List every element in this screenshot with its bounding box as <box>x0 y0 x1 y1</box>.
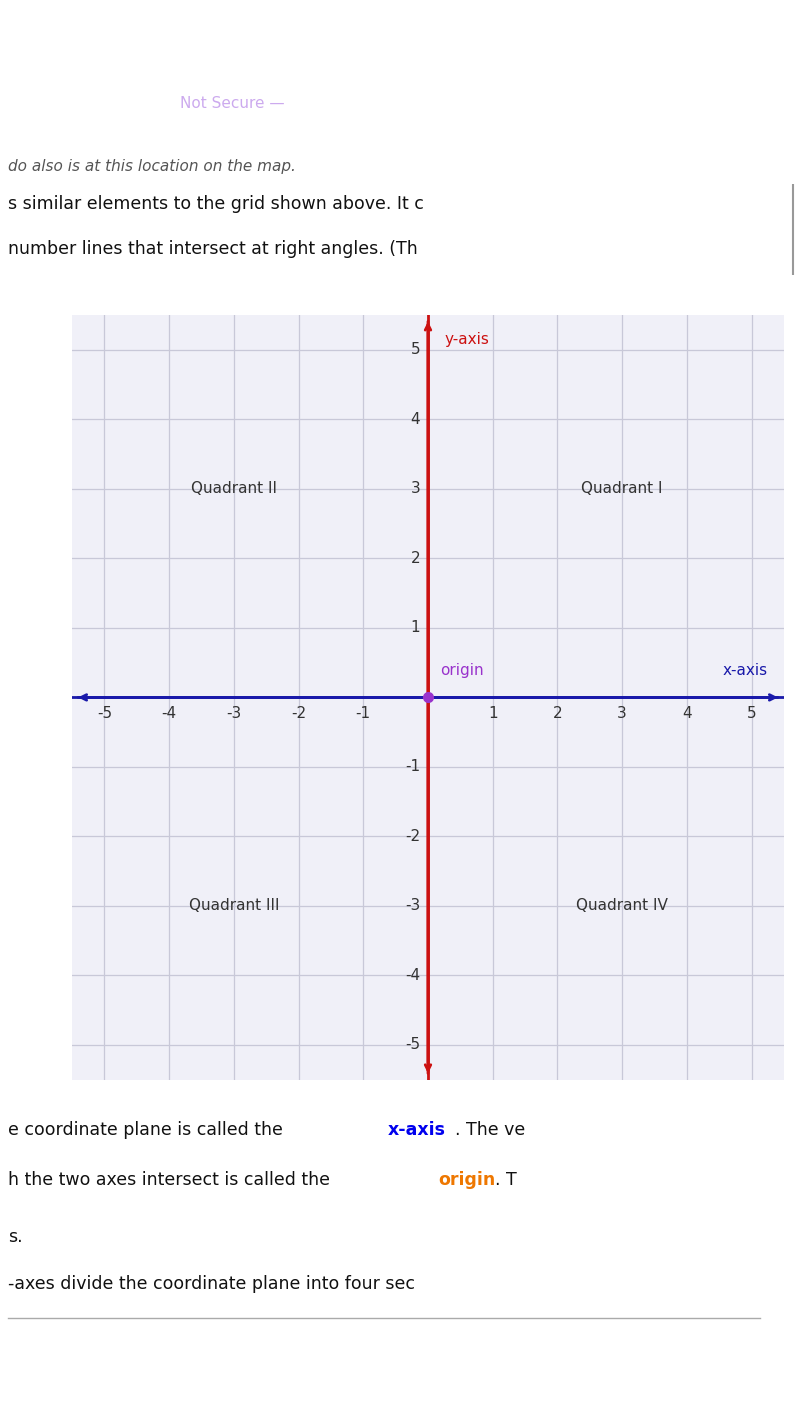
Text: ▪▪▪ Sprint: ▪▪▪ Sprint <box>12 27 94 40</box>
Text: -1: -1 <box>405 760 420 774</box>
Text: -1: -1 <box>356 706 371 721</box>
Text: 3: 3 <box>618 706 627 721</box>
Text: 2: 2 <box>410 551 420 566</box>
Text: s.: s. <box>8 1228 22 1247</box>
Text: ⬆: ⬆ <box>419 1360 441 1385</box>
Text: origin: origin <box>438 1171 495 1190</box>
Text: x-axis: x-axis <box>722 663 768 677</box>
Text: Done: Done <box>30 95 82 112</box>
Text: 1: 1 <box>410 620 420 636</box>
Text: -2: -2 <box>405 830 420 844</box>
Text: ↻: ↻ <box>650 94 666 114</box>
Text: y-axis: y-axis <box>444 332 489 347</box>
Text: ◎: ◎ <box>639 1360 661 1385</box>
Text: h the two axes intersect is called the: h the two axes intersect is called the <box>8 1171 335 1190</box>
Text: -axes divide the coordinate plane into four sec: -axes divide the coordinate plane into f… <box>8 1275 415 1292</box>
Text: number lines that intersect at right angles. (Th: number lines that intersect at right ang… <box>8 240 418 259</box>
Text: AA: AA <box>590 97 611 111</box>
Text: Quadrant III: Quadrant III <box>189 898 279 914</box>
Text: s similar elements to the grid shown above. It c: s similar elements to the grid shown abo… <box>8 195 424 213</box>
Text: 9:47 AM: 9:47 AM <box>368 27 432 40</box>
Text: . The ve: . The ve <box>455 1121 526 1138</box>
Text: Quadrant II: Quadrant II <box>191 481 277 497</box>
Text: 5: 5 <box>410 343 420 357</box>
Text: Quadrant I: Quadrant I <box>582 481 663 497</box>
Text: 4: 4 <box>410 411 420 427</box>
Text: -2: -2 <box>291 706 306 721</box>
Text: 2: 2 <box>553 706 562 721</box>
Text: >: > <box>238 1359 262 1387</box>
Text: do also is at this location on the map.: do also is at this location on the map. <box>8 159 296 174</box>
Text: Quadrant IV: Quadrant IV <box>576 898 668 914</box>
Text: institute.org: institute.org <box>335 97 442 111</box>
Text: 3: 3 <box>410 481 420 497</box>
Text: -3: -3 <box>405 898 420 914</box>
Text: -5: -5 <box>97 706 112 721</box>
Text: -3: -3 <box>226 706 242 721</box>
Text: Not Secure —: Not Secure — <box>180 97 290 111</box>
Text: origin: origin <box>440 663 483 677</box>
Text: -4: -4 <box>162 706 177 721</box>
Text: x-axis: x-axis <box>388 1121 446 1138</box>
Text: e coordinate plane is called the: e coordinate plane is called the <box>8 1121 288 1138</box>
Text: 5: 5 <box>747 706 757 721</box>
Text: 4: 4 <box>682 706 692 721</box>
Text: -5: -5 <box>405 1037 420 1053</box>
Text: 1: 1 <box>488 706 498 721</box>
Text: . T: . T <box>495 1171 517 1190</box>
Text: <: < <box>87 1359 113 1387</box>
Text: -4: -4 <box>405 968 420 983</box>
Text: 38%  □: 38% □ <box>729 28 771 38</box>
